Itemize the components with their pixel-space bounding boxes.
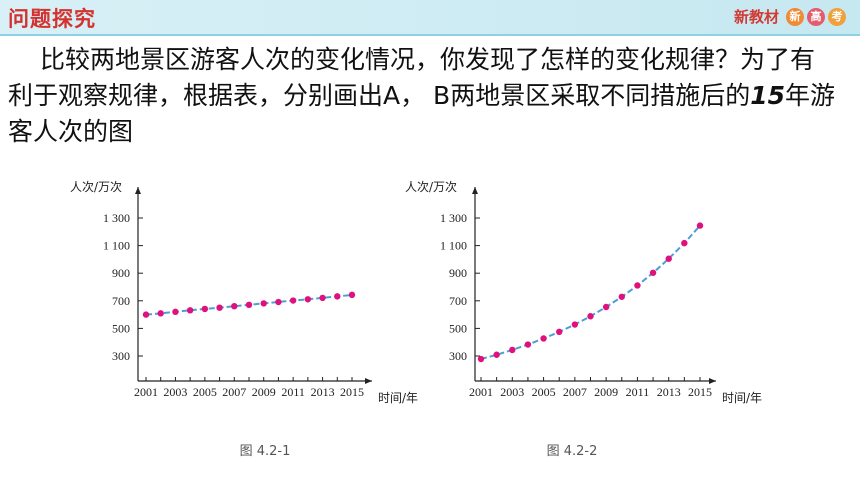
chart1-data-point	[157, 310, 164, 317]
brand-badge-kao: 考	[828, 7, 846, 26]
chart2-data-point	[696, 222, 704, 229]
chart2-data-point	[602, 303, 610, 311]
chart2-x-tick-label: 2011	[626, 385, 650, 399]
brand-badge-xin: 新	[786, 7, 804, 26]
chart2-x-tick-label: 2005	[532, 385, 556, 399]
chart2-x-axis-label: 时间/年	[722, 391, 762, 405]
chart1-data-point	[216, 304, 223, 311]
chart1-data-point	[201, 305, 209, 313]
chart2-data-point	[477, 355, 485, 363]
chart1-y-tick-label: 300	[112, 349, 130, 363]
brand-badge-gao: 高	[807, 7, 825, 26]
chart2-y-tick-label: 700	[449, 294, 467, 308]
header-bar: 问题探究 新教材 新 高 考	[0, 0, 860, 36]
chart2-data-point	[571, 321, 579, 328]
brand-logo: 新教材 新 高 考	[734, 6, 846, 27]
paragraph-number: 15	[750, 81, 785, 110]
question-paragraph: 比较两地景区游客人次的变化情况，你发现了怎样的变化规律？为了有利于观察规律，根据…	[8, 42, 838, 150]
chart1-y-tick-label: 1 300	[103, 211, 130, 225]
chart2-x-tick-label: 2009	[594, 385, 618, 399]
chart1-data-point	[334, 293, 341, 300]
chart1-data-point	[186, 307, 194, 314]
chart1-data-point	[289, 297, 297, 304]
chart1-caption: 图 4.2-1	[240, 444, 291, 459]
chart2-y-axis-label: 人次/万次	[405, 180, 457, 194]
chart1-x-tick-label: 2001	[134, 385, 158, 399]
chart1-data-point	[348, 291, 356, 299]
chart2-data-point	[509, 346, 516, 354]
chart1-data-point	[231, 302, 238, 310]
chart2-y-axis-arrow	[472, 187, 478, 194]
chart2-y-tick-label: 1 300	[440, 211, 467, 225]
chart1-x-tick-label: 2015	[340, 385, 364, 399]
chart1-x-tick-label: 2005	[193, 385, 217, 399]
brand-name: 新教材	[733, 8, 779, 26]
page-title: 问题探究	[8, 7, 96, 31]
chart1-data-point	[245, 301, 253, 309]
chart2-data-point	[618, 293, 625, 300]
chart1-x-axis-label: 时间/年	[378, 391, 418, 405]
chart1-y-tick-label: 500	[112, 321, 130, 335]
chart1-data-point	[304, 296, 312, 303]
chart2-x-tick-label: 2015	[688, 385, 712, 399]
chart1-data-point	[319, 294, 326, 302]
chart1-y-axis-label: 人次/万次	[70, 180, 122, 194]
chart2-y-tick-label: 900	[449, 266, 467, 280]
chart2-x-tick-label: 2003	[500, 385, 524, 399]
chart1-y-tick-label: 900	[112, 266, 130, 280]
chart2-caption: 图 4.2-2	[547, 444, 598, 459]
chart1-x-tick-label: 2013	[311, 385, 335, 399]
chart1-data-point	[275, 298, 282, 306]
chart1-x-tick-label: 2011	[281, 385, 305, 399]
chart2-x-tick-label: 2007	[563, 385, 587, 399]
chart1-y-tick-label: 1 100	[103, 239, 130, 253]
chart1-x-tick-label: 2007	[222, 385, 246, 399]
chart1-x-tick-label: 2003	[163, 385, 187, 399]
chart2-series-line	[480, 224, 701, 360]
chart2-data-point	[524, 341, 532, 348]
chart1-x-tick-label: 2009	[252, 385, 276, 399]
chart2-data-point	[587, 313, 594, 320]
chart2-data-point	[634, 282, 641, 289]
chart1-data-point	[172, 308, 179, 316]
chart2-x-tick-label: 2013	[657, 385, 681, 399]
chart1-x-axis-arrow	[365, 378, 372, 384]
paragraph-text-end: 年游客人次的图	[8, 81, 836, 146]
chart1-data-point	[260, 300, 267, 307]
chart2-data-point	[556, 328, 563, 336]
chart2-data-point	[681, 239, 688, 247]
chart2-x-tick-label: 2001	[469, 385, 493, 399]
chart2-data-point	[540, 335, 547, 342]
chart2-data-point	[665, 255, 672, 262]
chart2-y-tick-label: 300	[449, 349, 467, 363]
chart1-y-axis-arrow	[135, 187, 141, 194]
chart2-y-tick-label: 1 100	[440, 239, 467, 253]
chart2-data-point	[493, 351, 500, 358]
chart2-data-point	[649, 269, 657, 276]
chart1-data-point	[142, 311, 150, 318]
chart2-y-tick-label: 500	[449, 321, 467, 335]
paragraph-text-start: 比较两地景区游客人次的变化情况，你发现了怎样的变化规律？为了有利于观察规律，根据…	[8, 45, 816, 110]
chart2-x-axis-arrow	[709, 378, 716, 384]
chart1-y-tick-label: 700	[112, 294, 130, 308]
